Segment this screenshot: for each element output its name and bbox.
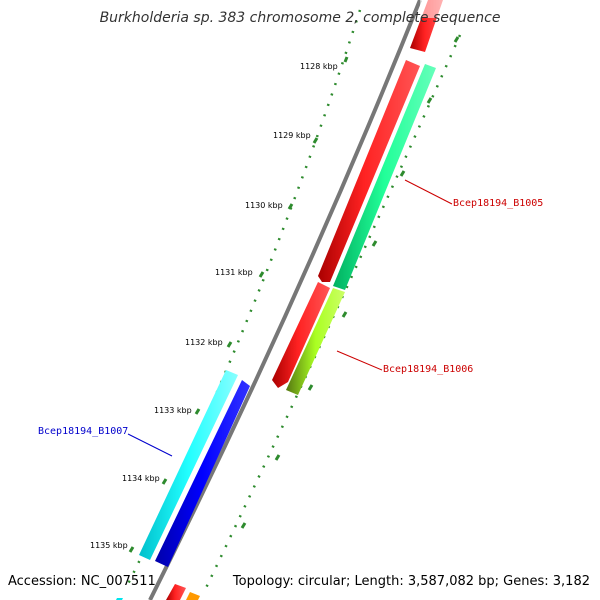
major-tick [371, 240, 378, 247]
map-title: Burkholderia sp. 383 chromosome 2, compl… [99, 10, 501, 26]
major-tick [287, 203, 294, 210]
label-leader-b1006 [336, 350, 383, 371]
major-tick [240, 522, 247, 529]
tick-label: 1131 kbp [215, 268, 253, 277]
major-ticks [128, 56, 349, 553]
major-tick [194, 408, 201, 415]
inner-tick-track [203, 34, 462, 591]
gene-label-b1006[interactable]: Bcep18194_B1006 [383, 364, 474, 375]
tick-label: 1129 kbp [273, 131, 311, 140]
gene-top-fade [420, 0, 450, 18]
major-tick [274, 454, 281, 461]
tick-label: 1133 kbp [154, 406, 192, 415]
major-tick [161, 478, 168, 485]
major-tick [343, 56, 349, 63]
major-tick [226, 341, 233, 348]
outer-tick-track [123, 9, 362, 591]
tick-label: 1135 kbp [90, 541, 128, 550]
gene-label-b1005[interactable]: Bcep18194_B1005 [453, 198, 544, 209]
gene-lime [286, 288, 345, 395]
major-tick [258, 271, 265, 278]
major-tick [128, 546, 135, 553]
tick-label: 1128 kbp [300, 62, 338, 71]
accession-text: Accession: NC_007511 [8, 574, 156, 589]
tick-label: 1134 kbp [122, 474, 160, 483]
major-tick [312, 137, 319, 144]
gene-bottom-red [166, 584, 186, 600]
major-tick [307, 384, 314, 391]
gene-green [333, 64, 436, 290]
gene-b1006 [272, 282, 330, 388]
label-leader-b1007 [127, 433, 173, 457]
major-tick [426, 97, 433, 104]
gene-label-b1007[interactable]: Bcep18194_B1007 [38, 426, 129, 437]
gene-b1007 [139, 370, 238, 560]
summary-text: Topology: circular; Length: 3,587,082 bp… [232, 574, 590, 589]
inner-major-ticks [240, 36, 460, 529]
genome-backbone [148, 0, 422, 600]
tick-label: 1132 kbp [185, 338, 223, 347]
tick-label: 1130 kbp [245, 201, 283, 210]
gene-b1005 [318, 60, 420, 282]
major-tick [453, 36, 460, 43]
gene-blue [155, 380, 250, 567]
gene-bottom-orange [186, 592, 200, 600]
major-tick [341, 311, 348, 318]
major-tick [399, 170, 406, 177]
label-leader-b1005 [404, 179, 453, 205]
